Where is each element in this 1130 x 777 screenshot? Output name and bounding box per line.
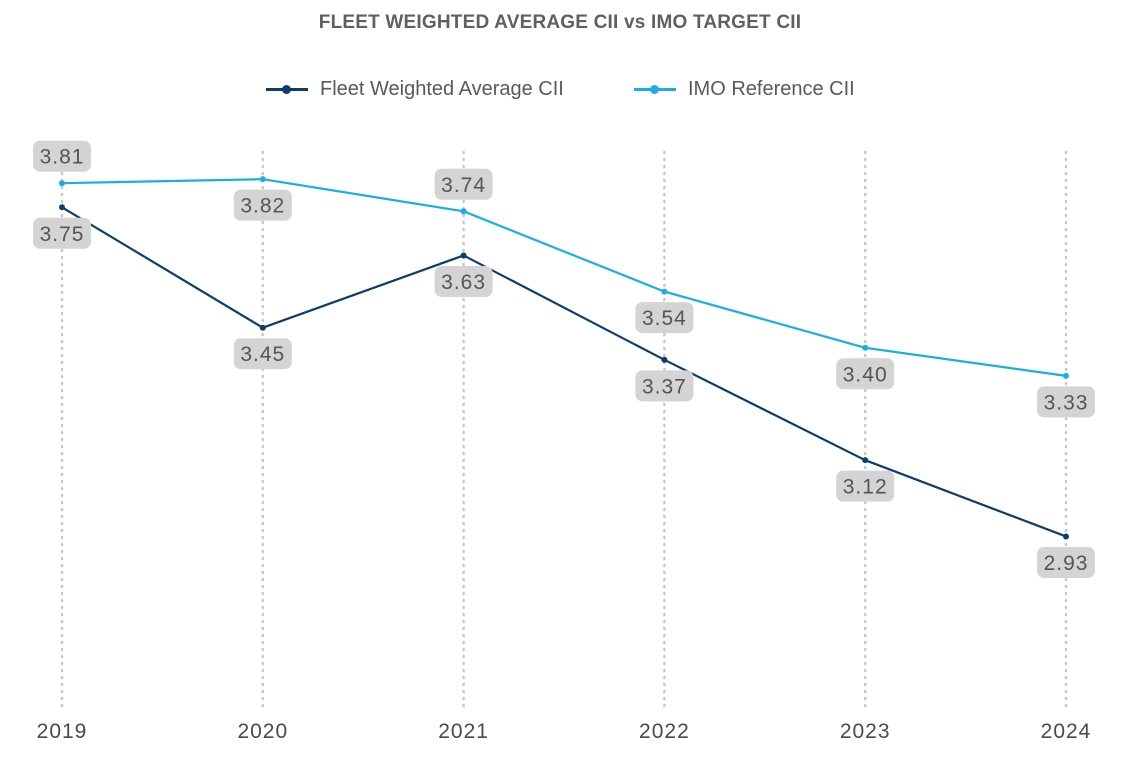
x-tick-label-2020: 2020: [237, 720, 288, 743]
series-line-0: [61, 206, 1067, 538]
data-point-1-2022: [661, 288, 668, 295]
data-label-box-0-2023: [836, 470, 895, 502]
data-label-box-0-2020: [233, 338, 292, 370]
legend-label-imo: IMO Reference CII: [688, 77, 855, 100]
data-label-0-2024: 2.93: [1044, 552, 1089, 575]
data-point-1-2020: [259, 176, 266, 183]
data-label-1-2024: 3.33: [1044, 391, 1089, 414]
data-point-0-2020: [259, 324, 266, 331]
data-label-1-2021: 3.74: [441, 174, 486, 197]
legend-swatch-fleet: [266, 84, 308, 94]
chart-title: FLEET WEIGHTED AVERAGE CII vs IMO TARGET…: [318, 12, 802, 33]
data-point-0-2023: [862, 457, 869, 464]
data-label-0-2021: 3.63: [441, 271, 486, 294]
chart-legend: Fleet Weighted Average CII IMO Reference…: [0, 76, 1130, 102]
data-point-1-2019: [59, 180, 65, 187]
data-point-1-2023: [862, 344, 869, 351]
x-tick-label-2022: 2022: [639, 720, 690, 743]
legend-item-imo: IMO Reference CII: [634, 76, 855, 102]
data-label-0-2023: 3.12: [843, 476, 888, 499]
data-point-1-2024: [1063, 372, 1069, 379]
legend-item-fleet: Fleet Weighted Average CII: [266, 76, 564, 102]
data-label-1-2023: 3.40: [843, 363, 888, 386]
x-tick-label-2021: 2021: [438, 720, 489, 743]
data-label-box-1-2020: [233, 189, 292, 221]
series-line-1: [61, 178, 1067, 377]
data-label-0-2019: 3.75: [40, 223, 85, 246]
data-point-0-2019: [59, 204, 65, 211]
data-label-box-0-2021: [434, 265, 493, 297]
data-label-box-0-2024: [1037, 546, 1095, 578]
x-tick-label-2023: 2023: [840, 720, 891, 743]
data-label-1-2022: 3.54: [642, 307, 687, 330]
data-label-1-2020: 3.82: [240, 195, 285, 218]
data-label-box-1-2021: [434, 168, 493, 200]
data-label-box-1-2024: [1037, 386, 1095, 418]
data-label-1-2019: 3.81: [40, 146, 85, 169]
data-label-0-2020: 3.45: [240, 343, 285, 366]
data-label-box-0-2022: [635, 370, 694, 402]
x-tick-label-2024: 2024: [1041, 720, 1092, 743]
data-point-0-2022: [661, 356, 668, 363]
data-label-box-1-2023: [836, 358, 895, 390]
legend-swatch-imo: [634, 84, 676, 94]
data-label-box-1-2019: [33, 140, 91, 172]
data-point-0-2021: [460, 252, 467, 259]
data-label-0-2022: 3.37: [642, 375, 687, 398]
data-label-box-0-2019: [33, 217, 91, 249]
data-point-0-2024: [1063, 533, 1069, 540]
legend-label-fleet: Fleet Weighted Average CII: [320, 77, 564, 100]
data-point-1-2021: [460, 208, 467, 215]
data-label-box-1-2022: [635, 302, 694, 334]
x-tick-label-2019: 2019: [37, 720, 88, 743]
